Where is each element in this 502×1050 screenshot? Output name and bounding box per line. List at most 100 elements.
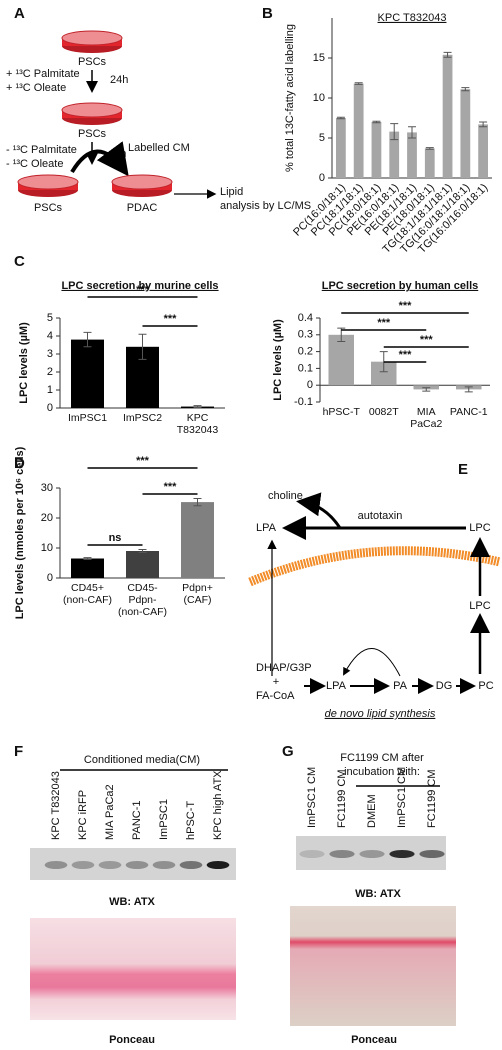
blot-header: Conditioned media(CM) (84, 754, 200, 766)
error-bar (354, 82, 363, 85)
blot-band (44, 861, 68, 869)
pathway-label: de novo lipid synthesis (325, 708, 436, 720)
significance-label: *** (136, 284, 150, 296)
blot-band (152, 861, 176, 869)
duration: 24h (110, 74, 128, 86)
blot-band (179, 861, 203, 869)
blot-header: FC1199 CM after (340, 752, 424, 764)
x-tick-label: KPC T832043 (176, 412, 219, 436)
y-tick-label: 0 (319, 172, 325, 184)
ponceau-stain (290, 906, 456, 1026)
x-tick-label: hPSC-T (322, 406, 360, 418)
y-tick-label: 15 (313, 52, 325, 64)
ponceau-stain (30, 918, 236, 1020)
bar (71, 339, 104, 408)
blot-header: incubation with: (344, 766, 420, 778)
blot-label: WB: ATX (355, 888, 401, 900)
byproduct: choline (268, 490, 303, 502)
panel-label: D (14, 455, 25, 472)
bar (424, 148, 435, 178)
error-bar (390, 123, 399, 141)
arrow (343, 648, 401, 677)
chart-title: KPC T832043 (378, 12, 447, 24)
error-bar (138, 549, 147, 553)
blot-band (125, 861, 149, 869)
lane-label: FC1199 CM (426, 770, 438, 828)
transfer-label: Labelled CM (128, 142, 190, 154)
panel-label: E (458, 461, 468, 478)
y-tick-label: 5 (47, 312, 53, 324)
error-bar (461, 87, 470, 92)
y-tick-label: 0.4 (298, 312, 313, 324)
treatment: + ¹³C Oleate (6, 82, 66, 94)
panel-label: F (14, 743, 23, 760)
x-tick-label: ImPSC1 (67, 412, 108, 424)
blot-band (71, 861, 95, 869)
membrane (248, 546, 502, 587)
dish-label: PSCs (78, 128, 107, 140)
blot-label: WB: ATX (109, 896, 155, 908)
dish-label: PSCs (34, 202, 63, 214)
y-tick-label: 4 (47, 330, 53, 342)
error-bar (83, 331, 92, 348)
lane-label: DMEM (366, 794, 378, 828)
metabolite: PC (478, 680, 493, 692)
panel-label: C (14, 253, 25, 270)
plus: + (273, 676, 279, 688)
significance-label: *** (420, 334, 434, 346)
error-bar (408, 126, 416, 139)
transfer-arrow (70, 141, 129, 177)
significance-label: *** (164, 313, 178, 325)
error-bar (464, 386, 473, 393)
dish (17, 174, 79, 190)
y-tick-label: 0.3 (298, 329, 313, 341)
y-tick-label: 5 (319, 132, 325, 144)
treatment: - ¹³C Oleate (6, 158, 63, 170)
blot-band (299, 850, 325, 858)
x-tick-label: CD45+ (non-CAF) (62, 582, 112, 606)
output-label: analysis by LC/MS (220, 200, 311, 212)
treatment: - ¹³C Palmitate (6, 144, 77, 156)
error-bar (83, 557, 92, 560)
substrate: FA-CoA (256, 690, 295, 702)
metabolite: DG (436, 680, 453, 692)
y-tick-label: 0 (47, 572, 53, 584)
lane-label: PANC-1 (131, 800, 143, 840)
bar (442, 54, 453, 178)
x-tick-label: ImPSC2 (122, 412, 163, 424)
bar (460, 89, 471, 178)
blot-band (419, 850, 445, 858)
error-bar (372, 120, 381, 124)
bar (478, 124, 488, 178)
lane-label: ImPSC1 CM (306, 767, 318, 828)
y-tick-label: -0.1 (294, 396, 313, 408)
metabolite: LPC (469, 600, 490, 612)
error-bar (138, 333, 147, 360)
metabolite: LPA (256, 522, 277, 534)
y-tick-label: 10 (41, 542, 53, 554)
lane-label: hPSC-T (185, 801, 197, 840)
error-bar (425, 147, 434, 150)
panel-label: A (14, 5, 25, 22)
output-label: Lipid (220, 186, 243, 198)
y-tick-label: 20 (41, 512, 53, 524)
lane-label: KPC high ATX (212, 770, 224, 840)
x-tick-label: Pdpn+ (CAF) (182, 582, 213, 606)
arrow (296, 492, 342, 529)
y-tick-label: 1 (47, 384, 53, 396)
blot-band (359, 850, 385, 858)
bar (371, 361, 397, 386)
bar (71, 558, 104, 578)
chart-title: LPC secretion by human cells (322, 280, 479, 292)
y-tick-label: 0.1 (298, 362, 313, 374)
dish (61, 30, 123, 46)
y-axis-label: LPC levels (µM) (272, 319, 284, 401)
y-axis-label: LPC levels (µM) (18, 322, 30, 404)
significance-label: *** (399, 349, 413, 361)
bar (126, 551, 159, 578)
bar (353, 83, 364, 178)
lane-label: FC1199 CM (336, 770, 348, 828)
y-tick-label: 10 (313, 92, 325, 104)
